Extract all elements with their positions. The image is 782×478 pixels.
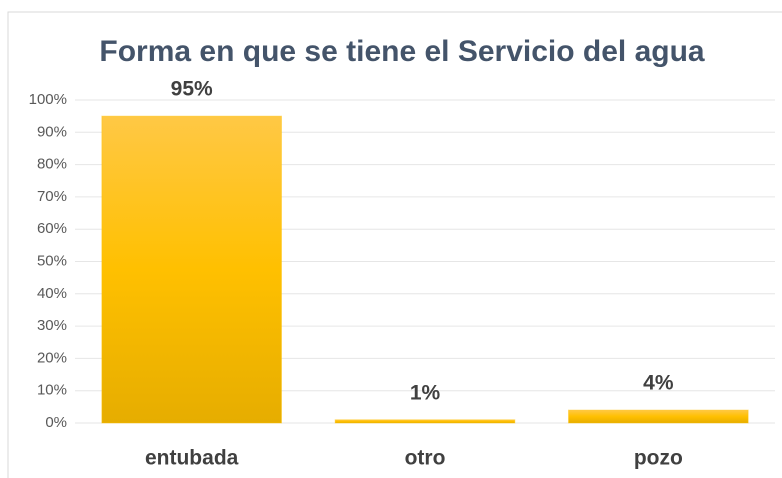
bar (334, 419, 516, 424)
x-tick-label: otro (405, 447, 446, 470)
y-tick-label: 90% (37, 123, 67, 140)
bar (568, 409, 749, 424)
y-tick-label: 30% (37, 317, 67, 334)
y-tick-label: 40% (37, 285, 67, 302)
data-label: 4% (643, 372, 674, 395)
y-tick-label: 0% (45, 414, 67, 431)
y-tick-label: 50% (37, 252, 67, 269)
y-tick-label: 10% (37, 382, 67, 399)
data-label: 1% (410, 381, 441, 404)
chart-title: Forma en que se tiene el Servicio del ag… (99, 35, 705, 68)
bar (101, 115, 283, 424)
y-tick-label: 20% (37, 349, 67, 366)
x-tick-label: entubada (145, 447, 239, 470)
y-tick-label: 70% (37, 188, 67, 205)
y-tick-label: 80% (37, 156, 67, 173)
y-tick-label: 60% (37, 220, 67, 237)
data-label: 95% (171, 78, 213, 101)
y-tick-label: 100% (29, 91, 67, 108)
x-tick-label: pozo (634, 447, 683, 470)
